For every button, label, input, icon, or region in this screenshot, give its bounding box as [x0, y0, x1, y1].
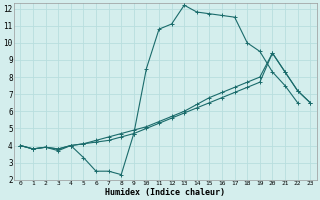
X-axis label: Humidex (Indice chaleur): Humidex (Indice chaleur) — [105, 188, 225, 197]
